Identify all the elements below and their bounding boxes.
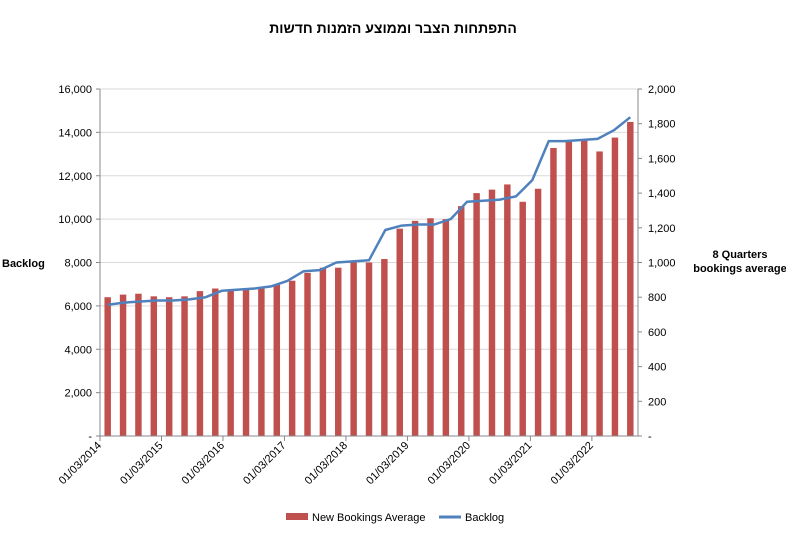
bar-new-bookings: [488, 189, 496, 436]
bar-new-bookings: [242, 288, 250, 436]
bar-new-bookings: [104, 297, 111, 436]
legend: New Bookings Average Backlog: [286, 512, 504, 524]
bar-new-bookings: [212, 288, 219, 436]
chart-title: התפתחות הצבר וממוצע הזמנות חדשות: [269, 20, 517, 36]
right-tick-label: 400: [648, 362, 666, 374]
bar-new-bookings: [273, 284, 280, 436]
bar-new-bookings: [365, 262, 373, 436]
legend-swatch-bookings: [286, 513, 308, 520]
bar-new-bookings: [165, 297, 173, 436]
legend-label-backlog: Backlog: [465, 512, 504, 524]
x-tick-label: 01/03/2021: [487, 440, 534, 487]
right-tick-label: 200: [648, 396, 666, 408]
bar-new-bookings: [319, 267, 327, 436]
right-axis-label-line-2: bookings average: [693, 263, 786, 275]
x-tick-label: 01/03/2014: [57, 440, 104, 487]
bar-new-bookings: [335, 267, 342, 436]
x-tick-label: 01/03/2018: [303, 440, 350, 487]
bar-series: [104, 121, 634, 437]
bar-new-bookings: [442, 219, 450, 436]
bar-new-bookings: [458, 206, 465, 436]
right-tick-label: 1,600: [648, 153, 676, 165]
bar-new-bookings: [427, 218, 434, 436]
bar-new-bookings: [381, 259, 388, 436]
left-tick-label: 16,000: [58, 84, 92, 96]
x-tick-label: 01/03/2015: [118, 440, 165, 487]
left-tick-label: 8,000: [64, 258, 92, 270]
bar-new-bookings: [565, 141, 573, 437]
bar-new-bookings: [119, 294, 127, 436]
left-tick-label: 10,000: [58, 214, 92, 226]
bar-new-bookings: [196, 291, 204, 436]
bar-new-bookings: [304, 272, 311, 436]
left-tick-label: 6,000: [64, 301, 92, 313]
x-tick-label: 01/03/2016: [180, 440, 227, 487]
bar-new-bookings: [288, 280, 296, 436]
left-axis-label: Backlog: [2, 258, 45, 270]
bar-new-bookings: [534, 188, 542, 436]
bar-new-bookings: [580, 140, 588, 436]
bar-new-bookings: [519, 201, 526, 436]
x-axis-ticks: 01/03/2014 01/03/2015 01/03/2016 01/03/2017…: [57, 436, 596, 487]
x-tick-label: 01/03/2022: [549, 440, 596, 487]
bar-new-bookings: [227, 289, 234, 436]
bar-new-bookings: [150, 296, 158, 436]
bar-new-bookings: [396, 228, 403, 436]
bar-new-bookings: [135, 293, 142, 436]
right-tick-label: 800: [648, 292, 666, 304]
left-tick-label: 2,000: [64, 388, 92, 400]
left-tick-label: -: [88, 431, 92, 443]
bar-new-bookings: [550, 147, 557, 437]
bar-new-bookings: [504, 184, 511, 436]
left-tick-label: 4,000: [64, 344, 92, 356]
bar-new-bookings: [611, 137, 619, 436]
right-tick-label: 2,000: [648, 84, 676, 96]
bar-new-bookings: [596, 151, 603, 436]
line-series: [107, 116, 632, 307]
left-tick-label: 12,000: [58, 171, 92, 183]
x-tick-label: 01/03/2019: [364, 440, 411, 487]
left-axis-ticks: - 2,000 4,000 6,000 8,000 10,000 12,000 14,000 1…: [58, 84, 100, 443]
bar-new-bookings: [411, 220, 419, 436]
bar-new-bookings: [473, 193, 480, 436]
x-tick-label: 01/03/2017: [241, 440, 288, 487]
left-tick-label: 14,000: [58, 127, 92, 139]
right-tick-label: 1,000: [648, 258, 676, 270]
right-axis-ticks: - 200 400 600 800 1,000 1,200 1,400 1,600 1,800 2,…: [638, 84, 676, 443]
right-axis-label-line-1: 8 Quarters: [712, 249, 767, 261]
bar-new-bookings: [181, 296, 188, 436]
right-tick-label: 1,800: [648, 119, 676, 131]
legend-label-bookings: New Bookings Average: [312, 512, 426, 524]
bar-new-bookings: [258, 288, 265, 436]
right-tick-label: -: [648, 431, 652, 443]
x-tick-label: 01/03/2020: [426, 440, 473, 487]
right-tick-label: 1,400: [648, 188, 676, 200]
backlog-line: [107, 116, 632, 307]
right-tick-label: 600: [648, 327, 666, 339]
bar-new-bookings: [627, 121, 634, 436]
right-tick-label: 1,200: [648, 223, 676, 235]
bar-new-bookings: [350, 262, 357, 436]
